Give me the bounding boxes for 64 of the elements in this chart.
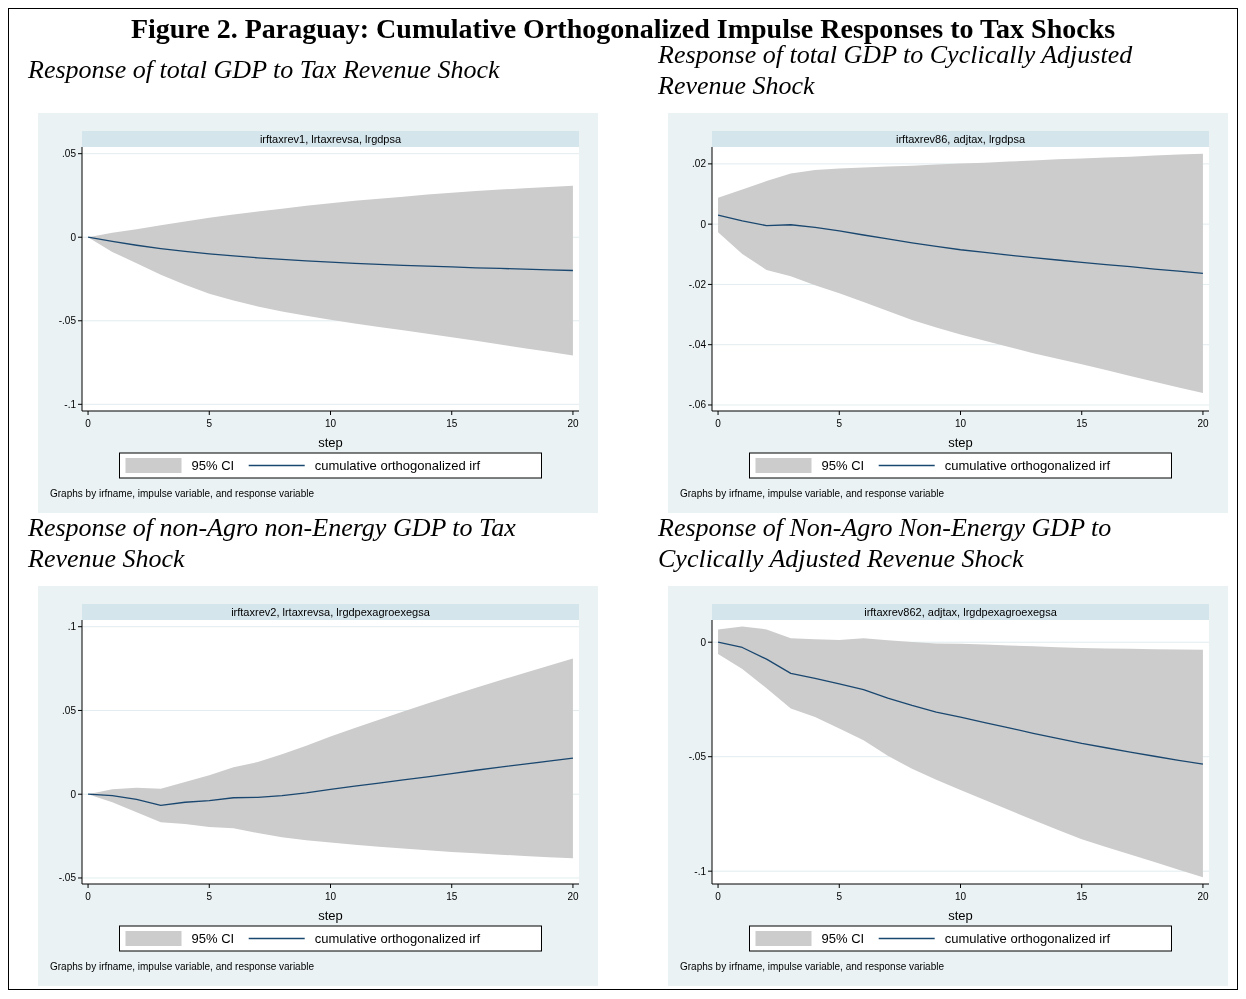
chart-subtitle: irftaxrev2, lrtaxrevsa, lrgdpexagroexegsa (231, 606, 431, 618)
x-tick-label: 0 (715, 418, 722, 429)
text: 95% CI (191, 931, 235, 946)
legend-label: cumulative orthogonalized irf (944, 931, 1111, 946)
x-tick-label: 0 (85, 891, 92, 902)
line-series (87, 757, 574, 807)
chart-subtitle: irftaxrev86, adjtax, lrgdpsa (895, 133, 1026, 145)
line-series (717, 641, 1204, 765)
x-tick-label: 20 (1197, 891, 1209, 902)
chart-title: Response of total GDP to Tax Revenue Shock (27, 55, 500, 84)
text: 95% CI (821, 458, 865, 473)
legend-label: cumulative orthogonalized irf (314, 931, 481, 946)
x-tick-label: 5 (206, 891, 213, 902)
y-tick-label: -.05 (58, 872, 77, 884)
y-tick-label: -.02 (688, 278, 707, 290)
x-axis-title: step (318, 908, 343, 923)
x-tick-label: 10 (324, 891, 337, 902)
chart-subtitle: irftaxrev1, lrtaxrevsa, lrgdpsa (259, 133, 402, 145)
x-tick-label: 15 (1076, 418, 1088, 429)
x-tick-label: 20 (567, 418, 579, 429)
text: 95% CI (191, 458, 235, 473)
line-series (717, 214, 1204, 274)
x-tick-label: 10 (954, 418, 967, 429)
y-tick-label: -.1 (64, 398, 77, 410)
text: Graphs by irfname, impulse variable, and response variable (680, 961, 945, 972)
x-tick-label: 20 (1197, 418, 1209, 429)
y-tick-label: 0 (70, 231, 77, 243)
chart-title: Response of Non-Agro Non-Energy GDP to Cyclically Adjusted Revenue Shock (657, 513, 1112, 573)
x-axis-title: step (948, 435, 973, 450)
y-tick-label: 0 (70, 788, 77, 800)
y-tick-label: -.05 (688, 751, 707, 763)
y-tick-label: .05 (62, 148, 77, 160)
x-tick-label: 5 (836, 891, 843, 902)
legend-label: cumulative orthogonalized irf (944, 458, 1111, 473)
y-tick-label: -.1 (694, 865, 707, 877)
chart-subtitle: irftaxrev862, adjtax, lrgdpexagroexegsa (864, 606, 1058, 618)
x-tick-label: 15 (446, 418, 458, 429)
y-tick-label: -.05 (58, 315, 77, 327)
y-tick-label: -.06 (688, 399, 707, 411)
x-tick-label: 15 (1076, 891, 1088, 902)
y-tick-label: .1 (67, 621, 77, 633)
text: Graphs by irfname, impulse variable, and response variable (50, 488, 315, 499)
y-tick-label: -.04 (688, 339, 707, 351)
y-tick-label: 0 (700, 636, 707, 648)
x-tick-label: 0 (85, 418, 92, 429)
x-tick-label: 15 (446, 891, 458, 902)
x-tick-label: 5 (206, 418, 213, 429)
y-tick-label: 0 (700, 218, 707, 230)
x-axis-title: step (948, 908, 973, 923)
line-series (87, 236, 574, 272)
x-tick-label: 20 (567, 891, 579, 902)
chart-title: Response of non-Agro non-Energy GDP to Tax Revenue Shock (27, 513, 517, 573)
legend-label: cumulative orthogonalized irf (314, 458, 481, 473)
text: Figure 2. Paraguay: Cumulative Orthogonalized Impulse Responses to Tax Shocks (130, 13, 1116, 44)
x-tick-label: 10 (324, 418, 337, 429)
x-tick-label: 5 (836, 418, 843, 429)
x-tick-label: 0 (715, 891, 722, 902)
y-tick-label: .02 (692, 158, 707, 170)
text: Graphs by irfname, impulse variable, and response variable (680, 488, 945, 499)
y-tick-label: .05 (62, 704, 77, 716)
x-axis-title: step (318, 435, 343, 450)
text: 95% CI (821, 931, 865, 946)
x-tick-label: 10 (954, 891, 967, 902)
text: Graphs by irfname, impulse variable, and response variable (50, 961, 315, 972)
